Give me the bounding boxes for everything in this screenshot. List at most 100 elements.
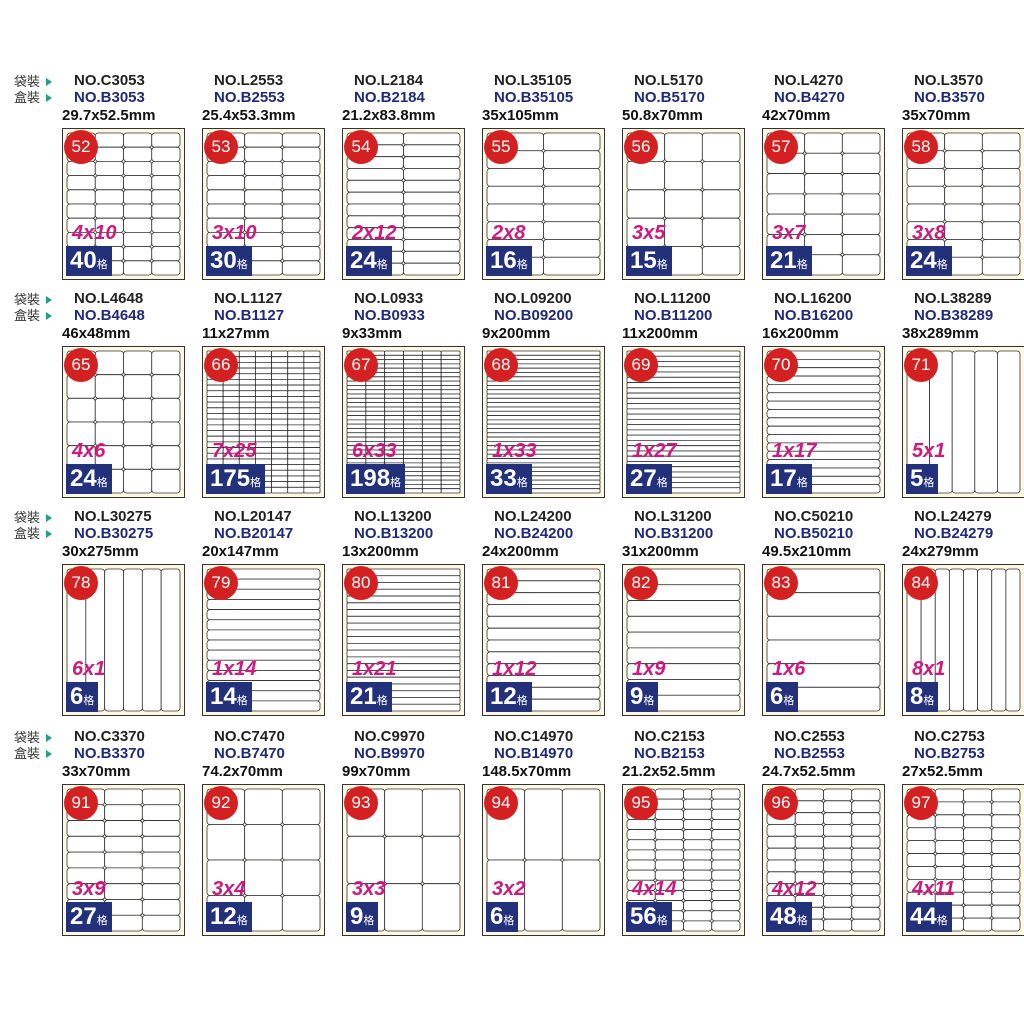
- label-cell: [766, 824, 796, 837]
- label-cell: [823, 800, 853, 814]
- label-cell: [271, 390, 289, 397]
- label-cell: [1005, 568, 1021, 712]
- label-cell: [906, 853, 936, 867]
- label-cell: [794, 788, 824, 802]
- label-cell: [981, 221, 1021, 240]
- label-cell: [238, 413, 256, 420]
- label-cell: [403, 445, 423, 451]
- label-cell: [421, 376, 442, 382]
- label-cell: [271, 458, 289, 465]
- item-number: 79: [204, 566, 238, 600]
- label-cell: [365, 432, 386, 438]
- row-label-marker: [46, 530, 52, 538]
- label-cell: [255, 413, 272, 420]
- label-count: 6格: [486, 902, 519, 932]
- label-cell: [403, 132, 461, 146]
- label-cell: [823, 812, 853, 825]
- label-cell: [346, 615, 461, 624]
- item-number: 56: [624, 130, 658, 164]
- label-cell: [303, 407, 321, 414]
- label-cell: [711, 879, 741, 891]
- label-size: 33x70mm: [62, 763, 131, 780]
- label-cell: [823, 871, 853, 885]
- label-cell: [384, 419, 404, 425]
- label-cell: [766, 409, 881, 419]
- count-unit: 格: [656, 915, 668, 927]
- label-size: 11x200mm: [622, 325, 698, 342]
- item-number: 84: [904, 566, 938, 600]
- label-cell: [244, 175, 283, 191]
- label-cell: [346, 636, 461, 644]
- label-cell: [303, 367, 321, 375]
- label-cell: [255, 430, 272, 437]
- label-cell: [287, 424, 305, 431]
- label-cell: [421, 835, 461, 885]
- label-cell: [365, 397, 386, 404]
- sheet-diagram: [482, 128, 605, 280]
- label-cell: [303, 447, 321, 454]
- label-cell: [123, 175, 153, 191]
- label-cell: [440, 440, 461, 447]
- label-cell: [303, 458, 321, 465]
- count-value: 12: [490, 683, 517, 710]
- label-cell: [365, 428, 386, 434]
- count-unit: 格: [516, 477, 528, 489]
- label-cell: [281, 189, 321, 205]
- box-code: NO.B35105: [494, 89, 574, 106]
- label-cell: [206, 189, 246, 205]
- label-count: 9格: [626, 682, 659, 712]
- label-cell: [711, 819, 741, 830]
- label-cell: [711, 859, 741, 871]
- label-size: 74.2x70mm: [202, 763, 283, 780]
- label-cell: [206, 629, 321, 641]
- label-cell: [403, 393, 423, 399]
- label-cell: [963, 878, 993, 893]
- label-cell: [486, 419, 601, 425]
- label-cell: [403, 354, 423, 361]
- label-cell: [287, 481, 305, 488]
- label-cell: [561, 859, 601, 932]
- label-cell: [934, 788, 964, 803]
- label-cell: [766, 615, 881, 641]
- count-value: 15: [630, 247, 657, 274]
- label-cell: [271, 447, 289, 454]
- label-cell: [804, 173, 843, 195]
- label-cell: [683, 798, 713, 810]
- label-cell: [271, 452, 289, 460]
- label-cell: [934, 814, 964, 829]
- count-unit: 格: [236, 915, 248, 927]
- item-number: 71: [904, 348, 938, 382]
- label-cell: [384, 406, 404, 412]
- bag-code: NO.L31200: [634, 508, 712, 525]
- label-cell: [403, 156, 461, 169]
- label-cell: [543, 221, 601, 240]
- label-cell: [346, 179, 404, 193]
- layout: 1x21: [352, 658, 397, 680]
- bag-code: NO.L5170: [634, 72, 704, 89]
- label-cell: [281, 146, 321, 162]
- bag-code: NO.C50210: [774, 508, 854, 525]
- label-cell: [206, 175, 246, 191]
- label-cell: [66, 851, 106, 869]
- label-cell: [123, 374, 153, 399]
- label-cell: [421, 788, 461, 837]
- box-code: NO.B2184: [354, 89, 425, 106]
- count-value: 6: [490, 903, 504, 930]
- label-count: 17格: [766, 464, 812, 494]
- label-cell: [991, 878, 1021, 893]
- label-cell: [440, 393, 461, 399]
- label-cell: [303, 418, 321, 426]
- box-code: NO.B11200: [634, 307, 713, 324]
- label-cell: [403, 367, 423, 373]
- label-size: 42x70mm: [762, 107, 831, 124]
- label-cell: [440, 475, 461, 481]
- label-cell: [711, 890, 741, 901]
- box-code: NO.B4648: [74, 307, 145, 324]
- layout: 1x9: [632, 658, 666, 680]
- label-cell: [141, 867, 181, 885]
- label-cell: [271, 486, 289, 494]
- label-cell: [524, 859, 563, 932]
- count-value: 40: [70, 247, 97, 274]
- count-value: 24: [350, 247, 377, 274]
- row-label: 袋裝: [14, 292, 41, 307]
